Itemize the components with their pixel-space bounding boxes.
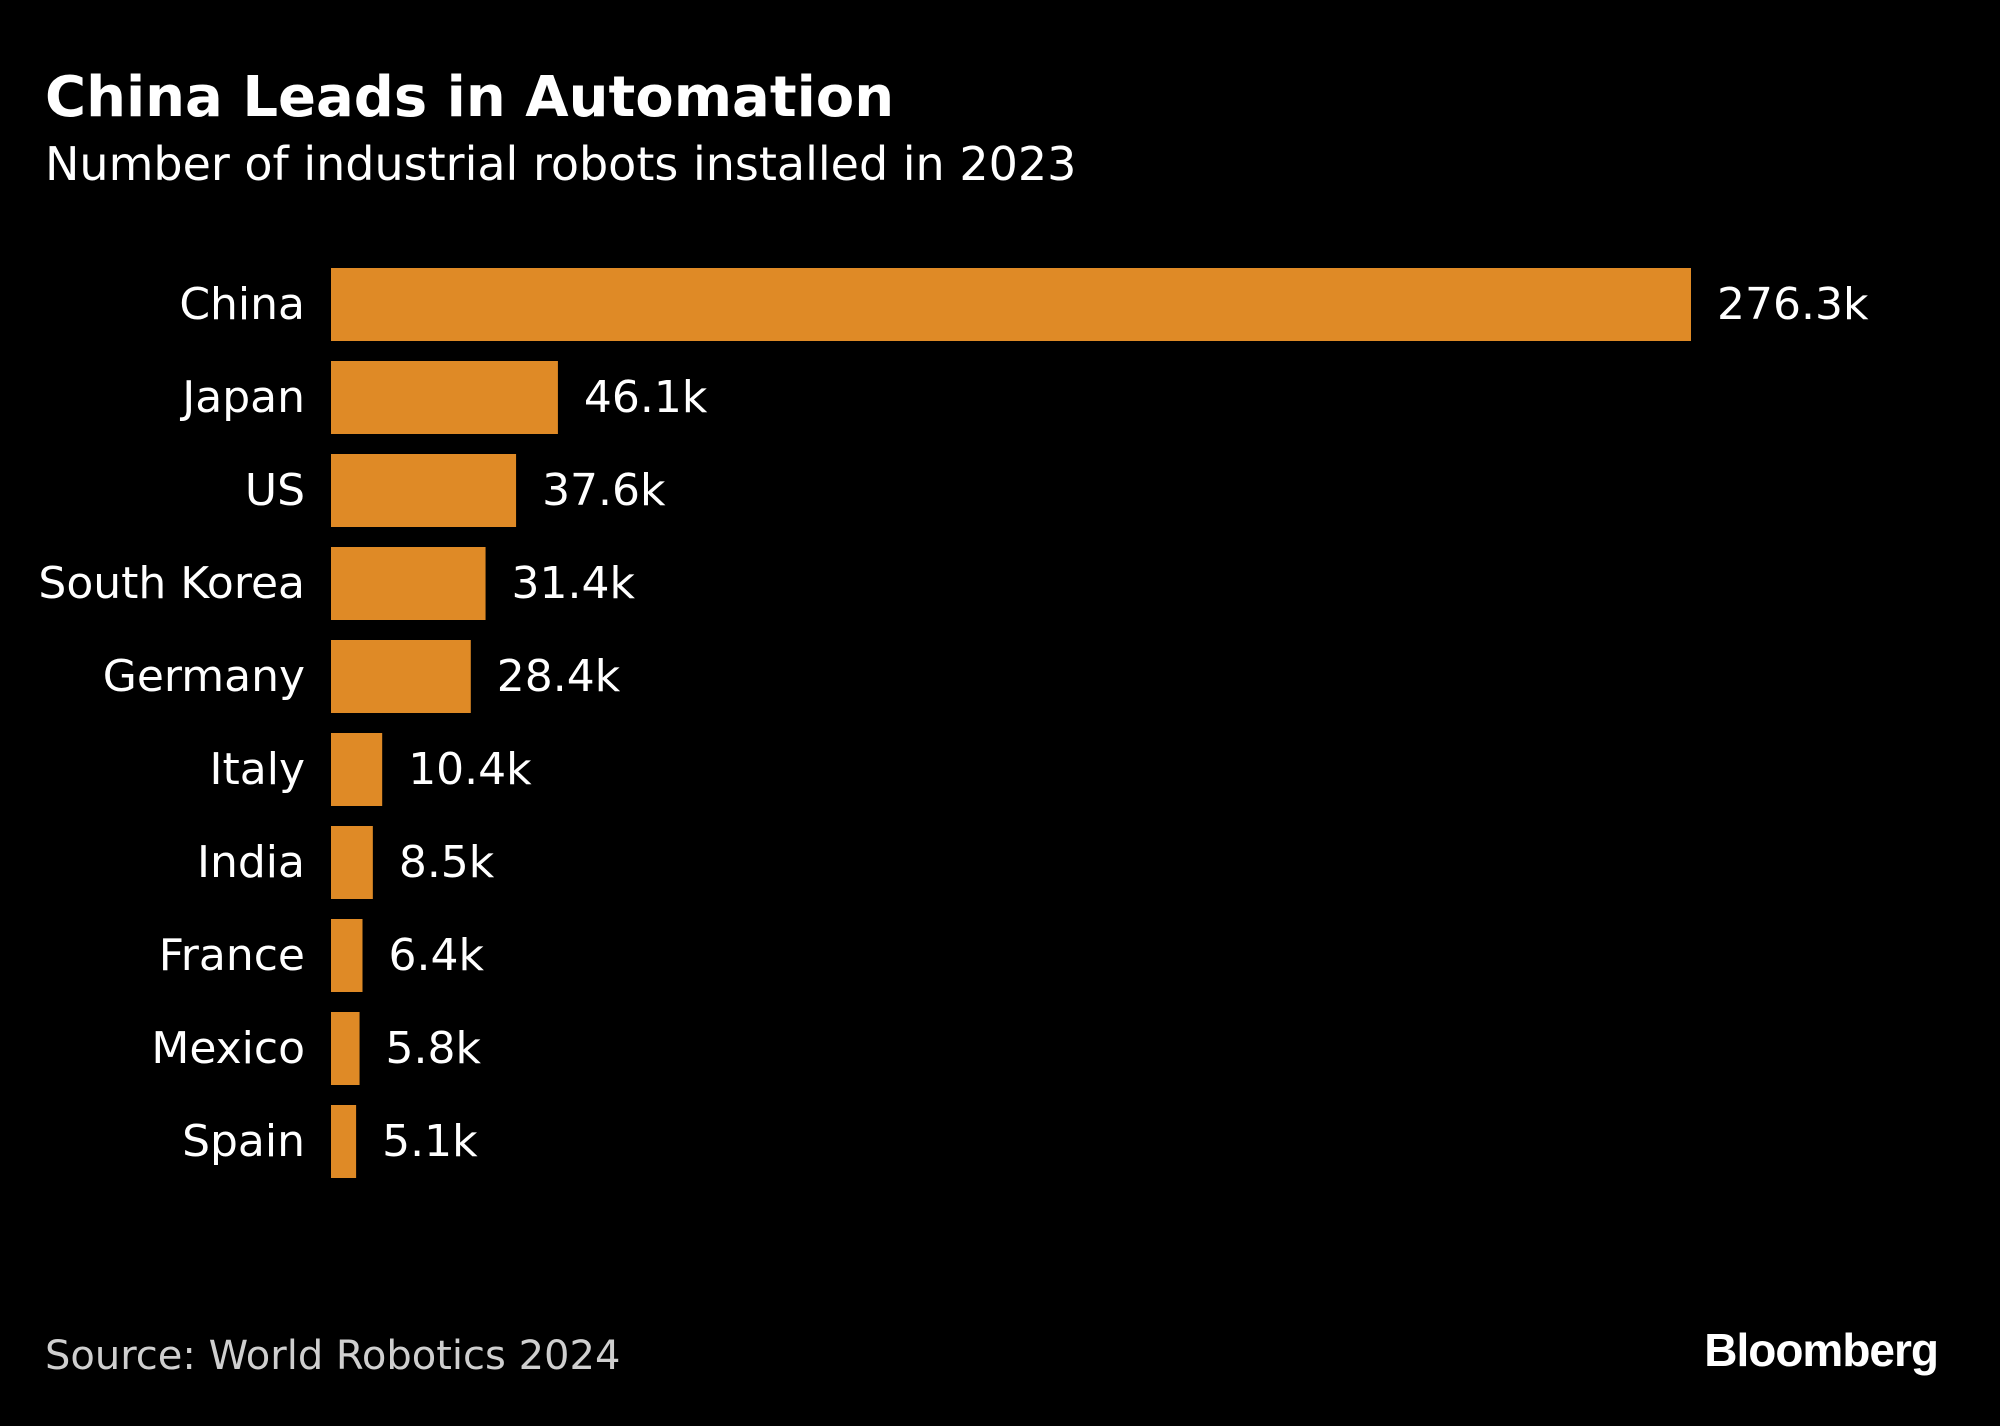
bar-india (331, 826, 373, 899)
category-label-france: France (159, 930, 305, 981)
category-label-japan: Japan (179, 372, 305, 423)
category-label-south-korea: South Korea (38, 558, 305, 609)
category-label-mexico: Mexico (151, 1023, 305, 1074)
value-label-france: 6.4k (389, 930, 485, 981)
category-label-india: India (197, 837, 305, 888)
value-label-spain: 5.1k (382, 1116, 478, 1167)
category-label-china: China (179, 279, 305, 330)
value-label-italy: 10.4k (408, 744, 532, 795)
value-label-mexico: 5.8k (386, 1023, 482, 1074)
bar-chart: China 276.3k Japan 46.1k US 37.6k South Korea 3… (38, 268, 1869, 1178)
bar-japan (331, 361, 558, 434)
bar-china (331, 268, 1691, 341)
value-label-china: 276.3k (1717, 279, 1869, 330)
value-label-south-korea: 31.4k (512, 558, 636, 609)
chart-title: China Leads in Automation (45, 65, 895, 130)
bloomberg-logo: Bloomberg (1704, 1324, 1939, 1376)
category-label-spain: Spain (182, 1116, 305, 1167)
bar-germany (331, 640, 471, 713)
category-label-germany: Germany (103, 651, 305, 702)
value-label-india: 8.5k (399, 837, 495, 888)
bar-spain (331, 1105, 357, 1178)
value-label-japan: 46.1k (584, 372, 708, 423)
bar-italy (331, 733, 383, 806)
bars-group: China 276.3k Japan 46.1k US 37.6k South Korea 3… (38, 268, 1869, 1178)
source-note: Source: World Robotics 2024 (45, 1333, 621, 1379)
value-label-germany: 28.4k (497, 651, 621, 702)
category-label-italy: Italy (210, 744, 305, 795)
bar-mexico (331, 1012, 360, 1085)
bar-south-korea (331, 547, 486, 620)
chart-subtitle: Number of industrial robots installed in… (45, 137, 1077, 191)
value-label-us: 37.6k (542, 465, 666, 516)
bar-us (331, 454, 517, 527)
bar-france (331, 919, 363, 992)
category-label-us: US (245, 465, 305, 516)
